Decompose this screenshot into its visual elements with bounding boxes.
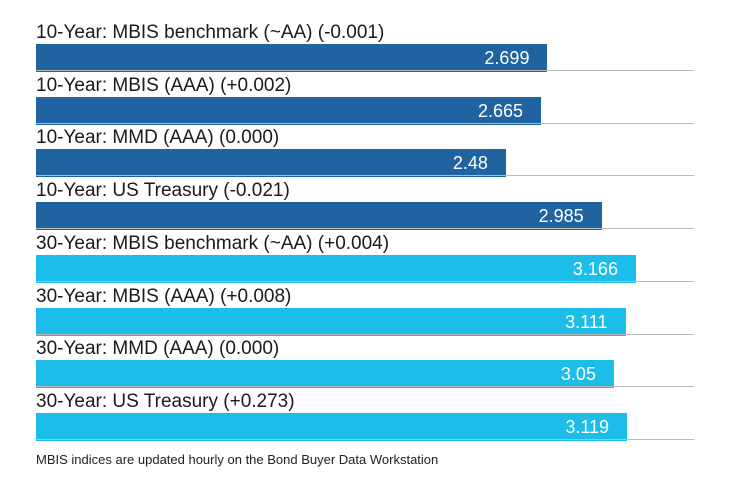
row-divider: [36, 280, 694, 282]
bar-value-label: 3.05: [560, 364, 596, 385]
bar: 3.111: [36, 307, 626, 336]
row-divider: [36, 228, 694, 230]
bar-value-label: 2.699: [484, 48, 530, 68]
bar-track: 2.48: [36, 149, 694, 178]
bar-value-label: 2.48: [452, 153, 488, 174]
row-divider: [36, 333, 694, 335]
bar: 3.05: [36, 360, 614, 389]
bar: 3.119: [36, 412, 628, 441]
bar-category-label: 30-Year: MBIS benchmark (~AA) (+0.004): [36, 232, 390, 254]
row-divider: [36, 438, 694, 440]
bar-row: 30-Year: MBIS benchmark (~AA) (+0.004) 3.…: [36, 233, 694, 286]
bar-row: 10-Year: US Treasury (-0.021) 2.985: [36, 180, 694, 233]
bar: 2.665: [36, 96, 542, 125]
bar-category-label: 10-Year: MBIS (AAA) (+0.002): [36, 74, 292, 96]
bar-category-label: 10-Year: MMD (AAA) (0.000): [36, 127, 280, 149]
bar: 3.166: [36, 254, 636, 283]
bar: 2.699: [36, 44, 548, 72]
bar-track: 3.119: [36, 412, 694, 441]
bar-row: 10-Year: MBIS (AAA) (+0.002) 2.665: [36, 75, 694, 128]
footnote: MBIS indices are updated hourly on the B…: [36, 452, 439, 467]
bar-value-label: 3.111: [565, 311, 608, 332]
bar-row: 30-Year: MBIS (AAA) (+0.008) 3.111: [36, 286, 694, 339]
bar-category-label: 10-Year: US Treasury (-0.021): [36, 180, 290, 202]
row-divider: [36, 386, 694, 388]
bar-track: 3.166: [36, 254, 694, 283]
row-divider: [36, 122, 694, 124]
bar-track: 2.699: [36, 44, 694, 72]
bar-track: 3.111: [36, 307, 694, 336]
bar-value-label: 2.665: [477, 100, 524, 121]
bar-row: 10-Year: MMD (AAA) (0.000) 2.48: [36, 127, 694, 180]
bar-category-label: 30-Year: US Treasury (+0.273): [36, 390, 295, 412]
bar-row: 10-Year: MBIS benchmark (~AA) (-0.001) 2.…: [36, 22, 694, 75]
row-divider: [36, 70, 694, 71]
bar-value-label: 3.119: [565, 416, 610, 437]
bar-category-label: 10-Year: MBIS benchmark (~AA) (-0.001): [36, 22, 385, 43]
bar-row: 30-Year: MMD (AAA) (0.000) 3.05: [36, 338, 694, 391]
bar-value-label: 3.166: [572, 258, 618, 279]
bar-value-label: 2.985: [538, 206, 584, 227]
bar: 2.985: [36, 202, 602, 231]
bar-track: 2.665: [36, 96, 694, 125]
bar-row: 30-Year: US Treasury (+0.273) 3.119: [36, 391, 694, 444]
bar-category-label: 30-Year: MMD (AAA) (0.000): [36, 338, 280, 360]
bar-track: 3.05: [36, 360, 694, 389]
bar-chart: 10-Year: MBIS benchmark (~AA) (-0.001) 2.…: [36, 22, 694, 444]
bar-category-label: 30-Year: MBIS (AAA) (+0.008): [36, 285, 292, 307]
bar: 2.48: [36, 149, 506, 178]
row-divider: [36, 175, 694, 177]
bar-track: 2.985: [36, 202, 694, 231]
